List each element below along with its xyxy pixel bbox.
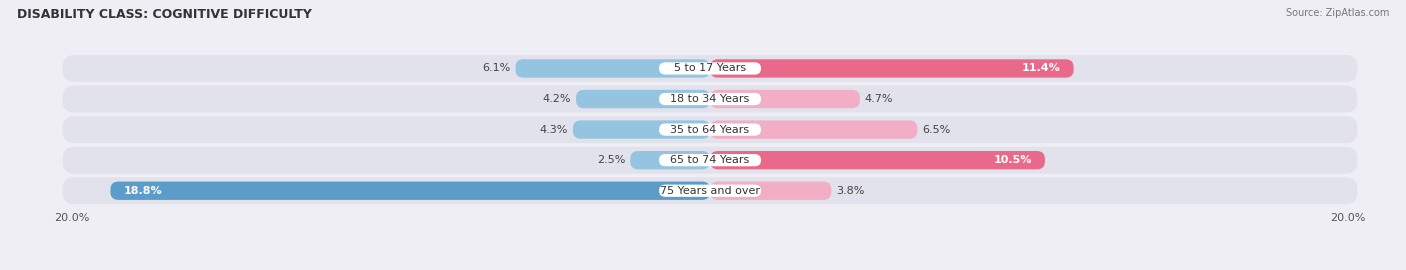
Text: 11.4%: 11.4%	[1022, 63, 1062, 73]
Text: 4.7%: 4.7%	[865, 94, 893, 104]
FancyBboxPatch shape	[63, 177, 1357, 204]
Text: 75 Years and over: 75 Years and over	[659, 186, 761, 196]
Text: 5 to 17 Years: 5 to 17 Years	[673, 63, 747, 73]
Text: 35 to 64 Years: 35 to 64 Years	[671, 124, 749, 135]
FancyBboxPatch shape	[63, 55, 1357, 82]
FancyBboxPatch shape	[710, 90, 860, 108]
FancyBboxPatch shape	[659, 93, 761, 105]
FancyBboxPatch shape	[659, 62, 761, 75]
Text: 3.8%: 3.8%	[837, 186, 865, 196]
Text: 65 to 74 Years: 65 to 74 Years	[671, 155, 749, 165]
Text: 6.1%: 6.1%	[482, 63, 510, 73]
FancyBboxPatch shape	[572, 120, 710, 139]
Text: Source: ZipAtlas.com: Source: ZipAtlas.com	[1285, 8, 1389, 18]
Text: 4.3%: 4.3%	[540, 124, 568, 135]
FancyBboxPatch shape	[63, 86, 1357, 113]
FancyBboxPatch shape	[63, 116, 1357, 143]
FancyBboxPatch shape	[710, 151, 1045, 169]
FancyBboxPatch shape	[630, 151, 710, 169]
FancyBboxPatch shape	[659, 185, 761, 197]
FancyBboxPatch shape	[710, 181, 831, 200]
Text: 10.5%: 10.5%	[994, 155, 1032, 165]
Text: DISABILITY CLASS: COGNITIVE DIFFICULTY: DISABILITY CLASS: COGNITIVE DIFFICULTY	[17, 8, 312, 21]
FancyBboxPatch shape	[659, 123, 761, 136]
FancyBboxPatch shape	[710, 59, 1074, 78]
Text: 6.5%: 6.5%	[922, 124, 950, 135]
Text: 18 to 34 Years: 18 to 34 Years	[671, 94, 749, 104]
FancyBboxPatch shape	[576, 90, 710, 108]
Text: 18.8%: 18.8%	[124, 186, 162, 196]
FancyBboxPatch shape	[710, 120, 917, 139]
Text: 2.5%: 2.5%	[598, 155, 626, 165]
FancyBboxPatch shape	[516, 59, 710, 78]
FancyBboxPatch shape	[659, 154, 761, 166]
FancyBboxPatch shape	[111, 181, 710, 200]
FancyBboxPatch shape	[63, 147, 1357, 174]
Text: 4.2%: 4.2%	[543, 94, 571, 104]
